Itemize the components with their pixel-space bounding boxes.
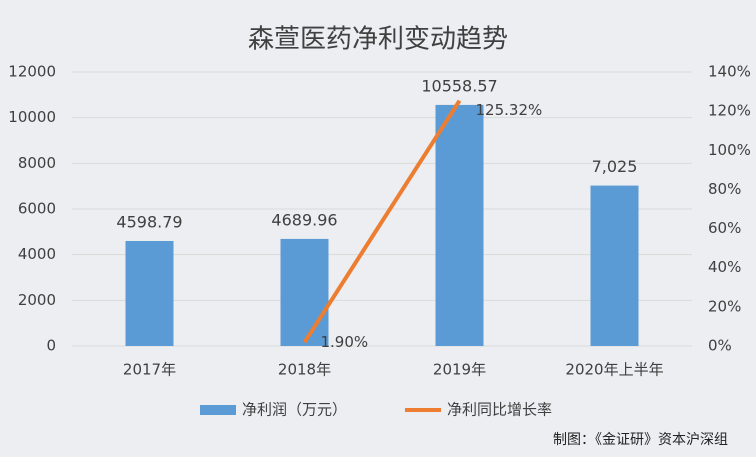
y2-tick-label: 120%: [708, 102, 751, 120]
bar: [435, 104, 484, 346]
y-tick-label: 12000: [8, 63, 56, 81]
legend-label: 净利润（万元）: [242, 401, 347, 419]
y2-tick-label: 20%: [708, 297, 741, 315]
data-label: 7,025: [592, 157, 638, 176]
x-tick-label: 2019年: [433, 361, 486, 379]
y-tick-label: 8000: [18, 154, 56, 172]
data-label: 10558.57: [421, 76, 497, 95]
legend-swatch: [200, 405, 236, 415]
line: [302, 99, 462, 344]
data-label: 4689.96: [271, 210, 337, 229]
data-label: 125.32%: [476, 101, 543, 119]
legend-label: 净利同比增长率: [447, 401, 552, 419]
data-label: 4598.79: [116, 212, 182, 231]
y-tick-label: 0: [46, 337, 56, 355]
source-note: 制图：《金证研》资本沪深组: [553, 432, 728, 448]
chart-title: 森萱医药净利变动趋势: [248, 25, 508, 55]
y2-tick-label: 140%: [708, 63, 751, 81]
data-label: 1.90%: [321, 333, 369, 351]
bar: [590, 185, 639, 346]
bar: [125, 240, 174, 346]
y2-tick-label: 60%: [708, 219, 741, 237]
x-tick-label: 2017年: [123, 361, 176, 379]
y2-tick-label: 100%: [708, 141, 751, 159]
y2-tick-label: 80%: [708, 180, 741, 198]
y2-tick-label: 0%: [708, 337, 732, 355]
y2-tick-label: 40%: [708, 258, 741, 276]
y-tick-label: 6000: [18, 200, 56, 218]
y-tick-label: 4000: [18, 245, 56, 263]
y-tick-label: 2000: [18, 291, 56, 309]
bar: [280, 238, 329, 346]
y-tick-label: 10000: [8, 108, 56, 126]
x-tick-label: 2020年上半年: [565, 361, 663, 379]
x-tick-label: 2018年: [278, 361, 331, 379]
